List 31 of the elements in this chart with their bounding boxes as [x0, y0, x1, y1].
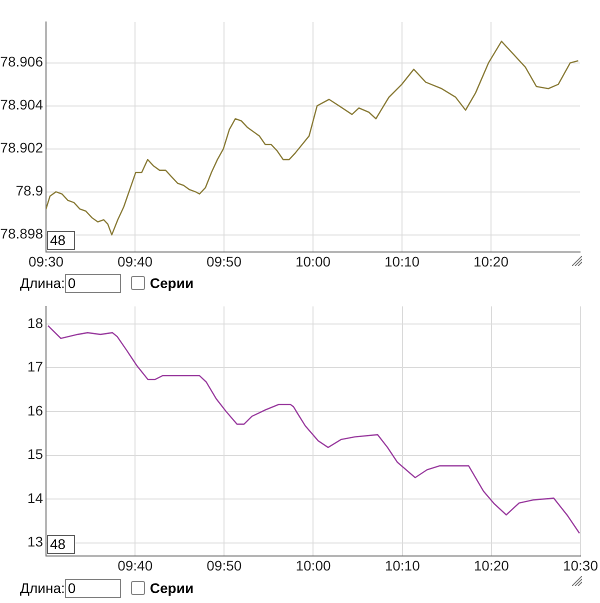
count-field: 48	[47, 535, 75, 554]
x-tick-label: 10:10	[384, 253, 420, 270]
y-tick-label: 15	[27, 446, 44, 462]
text: Серии	[150, 275, 194, 291]
x-tick-label: 10:00	[295, 253, 331, 270]
x-tick-label: 10:00	[296, 557, 331, 574]
text: Длина:	[20, 275, 65, 291]
length-field: 0	[64, 274, 121, 292]
y-tick-label: 78.898	[0, 226, 44, 242]
y-tick-label: 13	[27, 534, 44, 550]
y-tick-label: 78.904	[0, 96, 44, 113]
y-tick-label: 18	[27, 314, 44, 331]
y-tick-label: 14	[27, 490, 44, 506]
y-tick-label: 78.9	[16, 182, 44, 199]
text: Длина:	[20, 580, 65, 596]
x-tick-label: 10:10	[384, 557, 420, 574]
x-tick-label: 10:20	[474, 557, 510, 574]
y-tick-label: 16	[27, 402, 44, 418]
y-tick-label: 17	[27, 358, 44, 375]
length-field: 0	[64, 578, 121, 598]
y-tick-label: 78.902	[0, 140, 44, 156]
x-tick-label: 09:50	[206, 557, 242, 574]
y-tick-label: 78.906	[0, 54, 44, 70]
x-tick-label: 09:40	[118, 557, 153, 574]
x-tick-label: 09:50	[206, 253, 242, 270]
x-tick-label: 10:20	[473, 253, 509, 270]
x-tick-label: 10:30	[562, 557, 598, 574]
x-tick-label: 09:40	[117, 253, 153, 270]
text: Серии	[150, 580, 194, 596]
x-tick-label: 09:30	[28, 253, 64, 270]
count-field: 48	[47, 231, 75, 250]
